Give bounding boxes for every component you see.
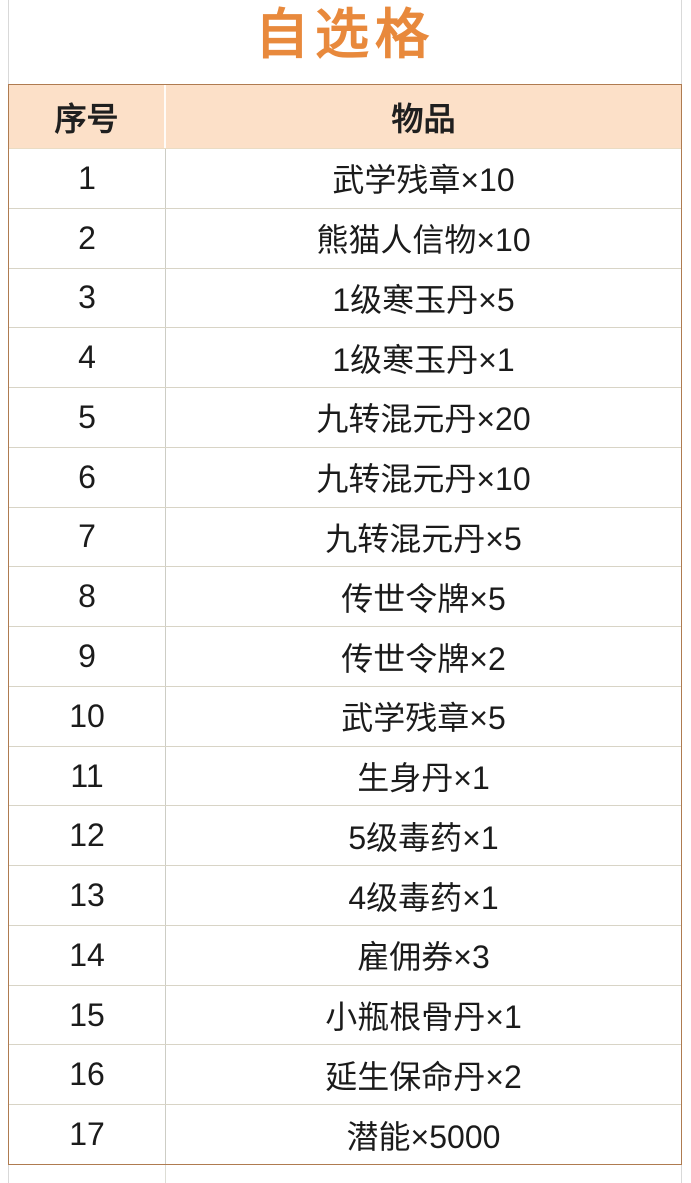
row-index-cell: 7 bbox=[9, 507, 166, 567]
header-cell-item: 物品 bbox=[391, 100, 456, 137]
row-item-cell: 雇佣券×3 bbox=[357, 939, 490, 976]
table-row: 2 熊猫人信物×10 bbox=[9, 208, 681, 269]
page: 自选格 序号 物品 1 武学残章×10 2 熊猫人信物×10 3 1级寒玉丹×5 bbox=[8, 0, 682, 1183]
table-row: 6 九转混元丹×10 bbox=[9, 447, 681, 508]
row-item-cell: 1级寒玉丹×1 bbox=[332, 341, 515, 378]
row-item-cell: 小瓶根骨丹×1 bbox=[325, 999, 522, 1036]
row-item-cell: 5级毒药×1 bbox=[348, 819, 499, 856]
row-index-cell: 12 bbox=[9, 806, 166, 866]
row-item-cell: 九转混元丹×10 bbox=[316, 461, 531, 498]
row-index-cell: 8 bbox=[9, 567, 166, 627]
row-item-cell: 熊猫人信物×10 bbox=[316, 222, 531, 259]
table-row: 11 生身丹×1 bbox=[9, 746, 681, 807]
table-row: 15 小瓶根骨丹×1 bbox=[9, 985, 681, 1046]
page-title: 自选格 bbox=[255, 5, 435, 65]
row-index-cell: 15 bbox=[9, 985, 166, 1045]
partial-index-cell bbox=[9, 1165, 166, 1183]
row-index-cell: 17 bbox=[9, 1105, 166, 1164]
row-index-cell: 10 bbox=[9, 686, 166, 746]
row-index-cell: 1 bbox=[9, 149, 166, 208]
table-row: 9 传世令牌×2 bbox=[9, 627, 681, 687]
partial-next-row bbox=[8, 1165, 682, 1183]
row-item-cell: 4级毒药×1 bbox=[348, 879, 499, 916]
row-item-cell: 武学残章×10 bbox=[332, 162, 515, 199]
row-item-cell: 传世令牌×2 bbox=[341, 640, 506, 677]
row-index-cell: 11 bbox=[9, 746, 166, 806]
row-index-cell: 3 bbox=[9, 268, 166, 328]
row-index-cell: 4 bbox=[9, 328, 166, 388]
row-item-cell: 传世令牌×5 bbox=[341, 580, 506, 617]
row-item-cell: 九转混元丹×5 bbox=[325, 520, 522, 557]
row-item-cell: 九转混元丹×20 bbox=[316, 401, 531, 438]
table-row: 8 传世令牌×5 bbox=[9, 567, 681, 628]
row-item-cell: 生身丹×1 bbox=[357, 760, 490, 797]
table-row: 7 九转混元丹×5 bbox=[9, 507, 681, 568]
table-row: 3 1级寒玉丹×5 bbox=[9, 268, 681, 329]
row-index-cell: 2 bbox=[9, 208, 166, 268]
title-box: 自选格 bbox=[8, 0, 682, 84]
table-row: 5 九转混元丹×20 bbox=[9, 388, 681, 448]
table-row: 14 雇佣券×3 bbox=[9, 925, 681, 986]
row-item-cell: 延生保命丹×2 bbox=[325, 1058, 522, 1095]
row-index-cell: 13 bbox=[9, 866, 166, 925]
row-index-cell: 6 bbox=[9, 447, 166, 507]
table-row: 12 5级毒药×1 bbox=[9, 806, 681, 867]
row-index-cell: 9 bbox=[9, 627, 166, 686]
row-item-cell: 武学残章×5 bbox=[341, 700, 506, 737]
row-item-cell: 1级寒玉丹×5 bbox=[332, 281, 515, 318]
row-index-cell: 14 bbox=[9, 925, 166, 985]
row-index-cell: 16 bbox=[9, 1045, 166, 1105]
row-item-cell: 潜能×5000 bbox=[346, 1118, 501, 1155]
table-row: 17 潜能×5000 bbox=[9, 1105, 681, 1164]
table-row: 1 武学残章×10 bbox=[9, 149, 681, 209]
table-row: 13 4级毒药×1 bbox=[9, 866, 681, 926]
table-row: 4 1级寒玉丹×1 bbox=[9, 328, 681, 389]
table-header-row: 序号 物品 bbox=[9, 85, 681, 149]
row-index-cell: 5 bbox=[9, 388, 166, 447]
table-row: 16 延生保命丹×2 bbox=[9, 1045, 681, 1106]
table-row: 10 武学残章×5 bbox=[9, 686, 681, 747]
partial-item-cell bbox=[166, 1165, 681, 1183]
items-table: 序号 物品 1 武学残章×10 2 熊猫人信物×10 3 1级寒玉丹×5 4 1… bbox=[8, 84, 682, 1165]
header-cell-index: 序号 bbox=[9, 85, 166, 148]
